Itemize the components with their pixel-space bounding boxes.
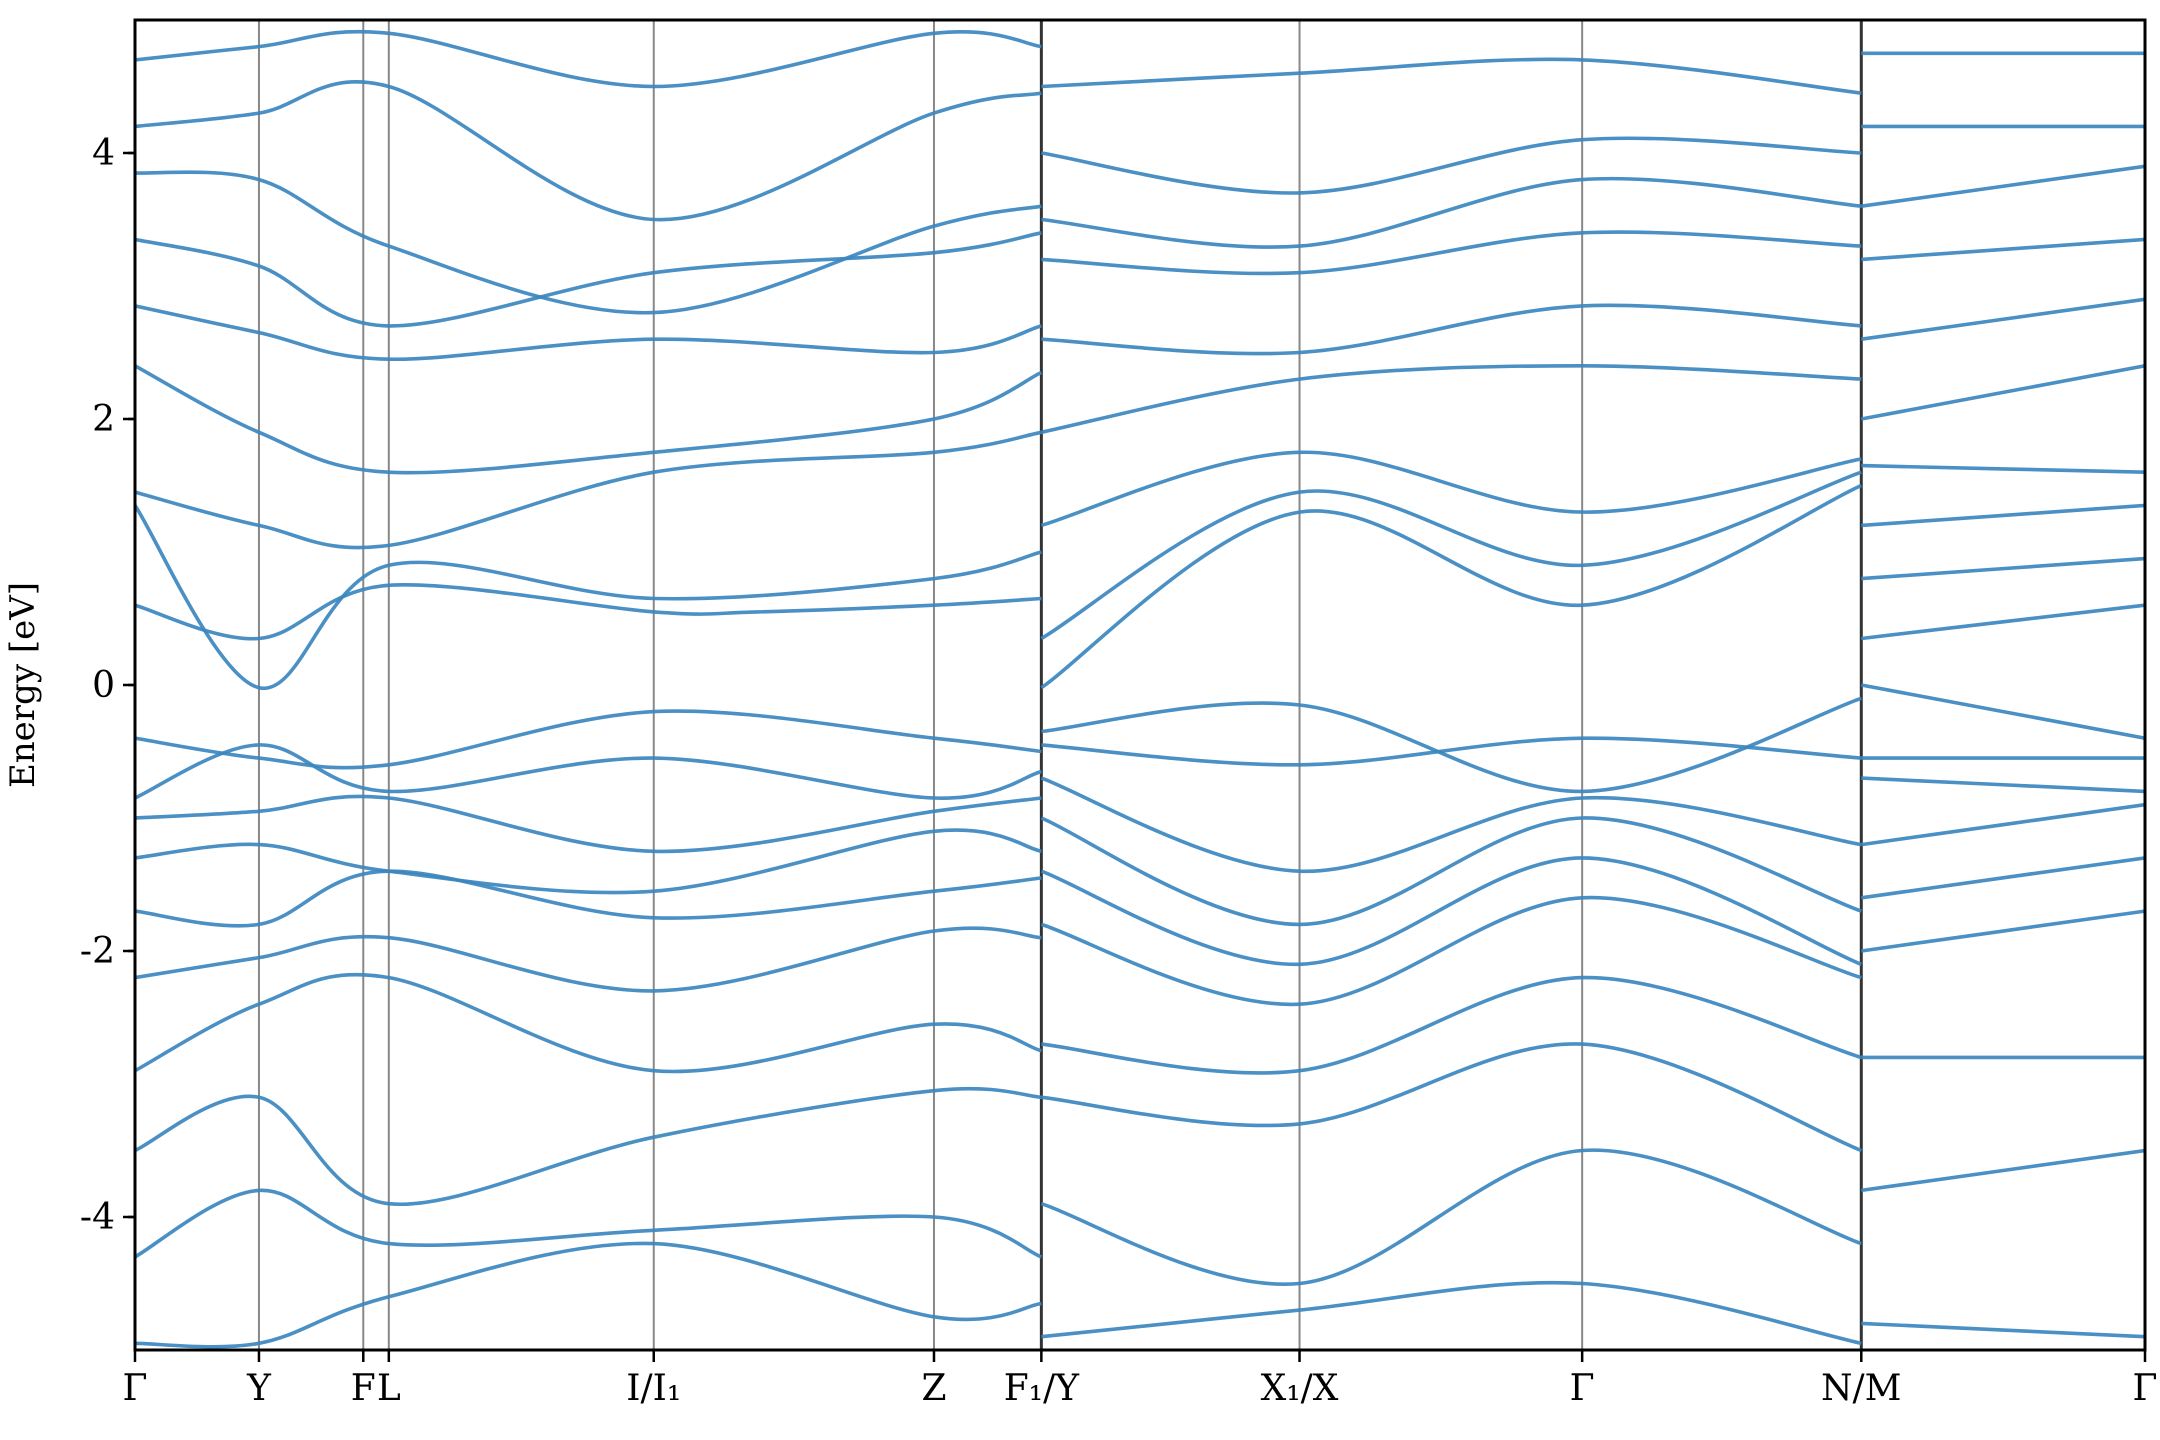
band-13 xyxy=(135,364,1043,475)
band-52 xyxy=(1861,297,2145,341)
x-tick-label: N/M xyxy=(1821,1368,1902,1409)
band-53 xyxy=(1861,237,2145,262)
x-tick-label: Z xyxy=(921,1368,946,1409)
x-tick-label: Γ xyxy=(2133,1368,2158,1409)
band-42 xyxy=(1861,856,2145,900)
band-8 xyxy=(135,743,1042,800)
y-tick-label: 4 xyxy=(92,133,115,174)
x-tick-label: X₁/X xyxy=(1261,1368,1339,1409)
band-36 xyxy=(1041,136,1862,195)
x-tick-label: I/I₁ xyxy=(626,1368,681,1409)
band-46 xyxy=(1860,683,2145,740)
kpoint-lines xyxy=(257,20,1863,1350)
band-44 xyxy=(1861,776,2145,794)
band-4 xyxy=(135,926,1042,993)
band-28 xyxy=(1041,696,1862,794)
band-11 xyxy=(135,504,1042,690)
y-tick-label: 2 xyxy=(92,399,115,440)
y-axis-label: Energy [eV] xyxy=(3,582,43,788)
band-23 xyxy=(1040,895,1862,1007)
plot-frame xyxy=(133,18,2147,1352)
band-41 xyxy=(1861,909,2145,953)
x-tick-label: Y xyxy=(246,1368,272,1409)
band-6 xyxy=(135,828,1042,895)
band-37 xyxy=(1041,57,1862,95)
band-38 xyxy=(1861,1321,2145,1339)
band-17 xyxy=(135,80,1042,222)
band-lines xyxy=(135,29,2145,1349)
band-24 xyxy=(1040,856,1862,967)
x-tick-label: F₁/Y xyxy=(1004,1368,1081,1409)
band-29 xyxy=(1040,483,1863,690)
band-39 xyxy=(1861,1148,2145,1193)
x-tick-label: Γ xyxy=(123,1368,148,1409)
band-20 xyxy=(1040,1148,1862,1287)
y-tick-label: 0 xyxy=(92,665,115,706)
y-tick-label: -2 xyxy=(80,931,115,972)
band-50 xyxy=(1861,463,2145,474)
band-26 xyxy=(1040,776,1862,874)
band-2 xyxy=(135,1086,1042,1207)
band-35 xyxy=(1041,176,1862,249)
band-15 xyxy=(135,231,1042,328)
y-tick-label: -4 xyxy=(80,1197,115,1238)
band-22 xyxy=(1041,975,1862,1075)
band-34 xyxy=(1041,230,1862,276)
band-7 xyxy=(135,794,1042,854)
band-5 xyxy=(135,869,1042,928)
band-47 xyxy=(1861,603,2145,641)
band-51 xyxy=(1860,364,2145,421)
band-12 xyxy=(135,430,1042,550)
band-10 xyxy=(135,583,1042,641)
band-1 xyxy=(135,1188,1043,1259)
x-tick-label: F xyxy=(351,1368,376,1409)
band-31 xyxy=(1040,450,1862,528)
band-16 xyxy=(135,170,1042,315)
band-0 xyxy=(135,1241,1042,1349)
band-9 xyxy=(135,709,1042,770)
y-axis: -4 -2 0 2 4 xyxy=(80,133,135,1238)
x-axis: Γ Y F L I/I₁ Z F₁/Y X₁/X Γ N/M Γ xyxy=(123,1350,2158,1409)
band-43 xyxy=(1861,802,2145,847)
band-3 xyxy=(135,972,1042,1074)
band-25 xyxy=(1040,816,1862,927)
band-19 xyxy=(1041,1280,1862,1346)
band-30 xyxy=(1040,470,1862,641)
x-tick-label: Γ xyxy=(1570,1368,1595,1409)
band-21 xyxy=(1041,1042,1862,1153)
band-18 xyxy=(135,29,1042,89)
x-tick-label: L xyxy=(377,1368,401,1409)
band-14 xyxy=(135,304,1042,362)
band-49 xyxy=(1861,503,2145,528)
band-48 xyxy=(1861,556,2145,581)
band-33 xyxy=(1041,303,1862,356)
band-54 xyxy=(1861,164,2145,208)
band-32 xyxy=(1041,364,1862,435)
